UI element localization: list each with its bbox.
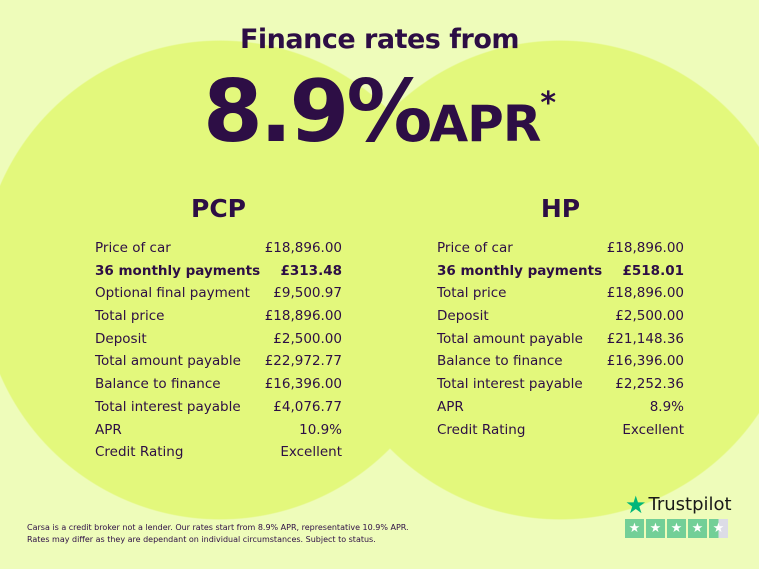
pcp-row: Price of car £18,896.00	[95, 237, 342, 260]
row-value: £18,896.00	[606, 240, 684, 256]
row-label: Total amount payable	[95, 353, 241, 370]
pcp-row: Optional final payment £9,500.97	[95, 282, 342, 305]
row-value: Excellent	[280, 444, 342, 461]
row-label: Deposit	[95, 330, 147, 347]
trustpilot-name: Trustpilot	[648, 494, 732, 515]
hp-row: Total interest payable £2,252.36	[437, 373, 684, 396]
pcp-row: Total amount payable £22,972.77	[95, 350, 342, 373]
row-label: Optional final payment	[95, 285, 250, 302]
rating-star-icon: ★	[688, 519, 707, 538]
pcp-row: Total price £18,896.00	[95, 305, 342, 328]
disclaimer-line: Rates may differ as they are dependant o…	[27, 535, 376, 544]
row-label: Deposit	[437, 308, 489, 325]
row-value: £4,076.77	[273, 398, 342, 415]
row-value: £518.01	[622, 262, 685, 279]
row-value: 10.9%	[299, 421, 342, 438]
hp-heading: HP	[540, 194, 581, 223]
row-label: 36 monthly payments	[437, 262, 603, 279]
hp-row: Total amount payable £21,148.36	[437, 328, 684, 351]
row-value: £18,896.00	[264, 240, 342, 256]
rating-star-icon: ★	[625, 519, 644, 538]
row-label: Price of car	[437, 240, 513, 256]
row-value: £16,396.00	[264, 376, 342, 393]
rating-star-icon: ★	[709, 519, 728, 538]
row-label: Balance to finance	[437, 353, 563, 370]
headline-title: Finance rates from	[239, 24, 520, 55]
hp-row: Price of car £18,896.00	[437, 237, 684, 260]
pcp-row: APR 10.9%	[95, 419, 342, 442]
row-value: £2,252.36	[615, 376, 684, 393]
pcp-row: Deposit £2,500.00	[95, 328, 342, 351]
rating-star-icon: ★	[646, 519, 665, 538]
trustpilot-rating: ★ ★ ★ ★ ★	[625, 519, 735, 538]
row-label: Total price	[437, 285, 507, 302]
row-label: Total amount payable	[437, 330, 583, 347]
row-value: Excellent	[622, 421, 684, 438]
rate-value: 8.9%	[202, 62, 433, 162]
row-value: £21,148.36	[606, 330, 684, 347]
apr-label: APR	[429, 95, 541, 153]
pcp-row: Balance to finance £16,396.00	[95, 373, 342, 396]
row-label: Balance to finance	[95, 376, 221, 393]
row-value: £16,396.00	[606, 353, 684, 370]
row-label: Total interest payable	[95, 398, 241, 415]
row-value: £22,972.77	[264, 353, 342, 370]
row-label: Total price	[95, 308, 165, 325]
pcp-heading: PCP	[191, 194, 246, 223]
disclaimer: Carsa is a credit broker not a lender. O…	[27, 522, 447, 546]
row-value: £2,500.00	[615, 308, 684, 325]
row-value: £18,896.00	[264, 308, 342, 325]
pcp-row: Credit Rating Excellent	[95, 441, 342, 464]
disclaimer-line: Carsa is a credit broker not a lender. O…	[27, 523, 409, 532]
asterisk: *	[540, 86, 557, 121]
hp-row: Deposit £2,500.00	[437, 305, 684, 328]
hp-row: 36 monthly payments £518.01	[437, 260, 684, 283]
rating-star-icon: ★	[667, 519, 686, 538]
row-label: APR	[95, 421, 122, 438]
trustpilot-badge: ★ Trustpilot ★ ★ ★ ★ ★	[625, 490, 735, 538]
pcp-table: PCP Price of car £18,896.00 36 monthly pay…	[95, 194, 342, 464]
hp-table: HP Price of car £18,896.00 36 monthly paym…	[437, 194, 684, 441]
row-label: Price of car	[95, 240, 171, 256]
row-label: APR	[437, 398, 464, 415]
row-value: £9,500.97	[273, 285, 342, 302]
hp-row: Balance to finance £16,396.00	[437, 350, 684, 373]
hp-row: Total price £18,896.00	[437, 282, 684, 305]
row-value: £313.48	[280, 262, 343, 279]
row-value: £18,896.00	[606, 285, 684, 302]
headline-rate: 8.9%APR*	[0, 62, 759, 162]
row-label: Total interest payable	[437, 376, 583, 393]
trustpilot-star-icon: ★	[625, 490, 647, 519]
pcp-row: Total interest payable £4,076.77	[95, 396, 342, 419]
pcp-row: 36 monthly payments £313.48	[95, 260, 342, 283]
hp-row: Credit Rating Excellent	[437, 419, 684, 442]
row-value: £2,500.00	[273, 330, 342, 347]
row-value: 8.9%	[649, 398, 684, 415]
row-label: Credit Rating	[95, 444, 184, 461]
row-label: 36 monthly payments	[95, 262, 261, 279]
row-label: Credit Rating	[437, 421, 526, 438]
hp-row: APR 8.9%	[437, 396, 684, 419]
